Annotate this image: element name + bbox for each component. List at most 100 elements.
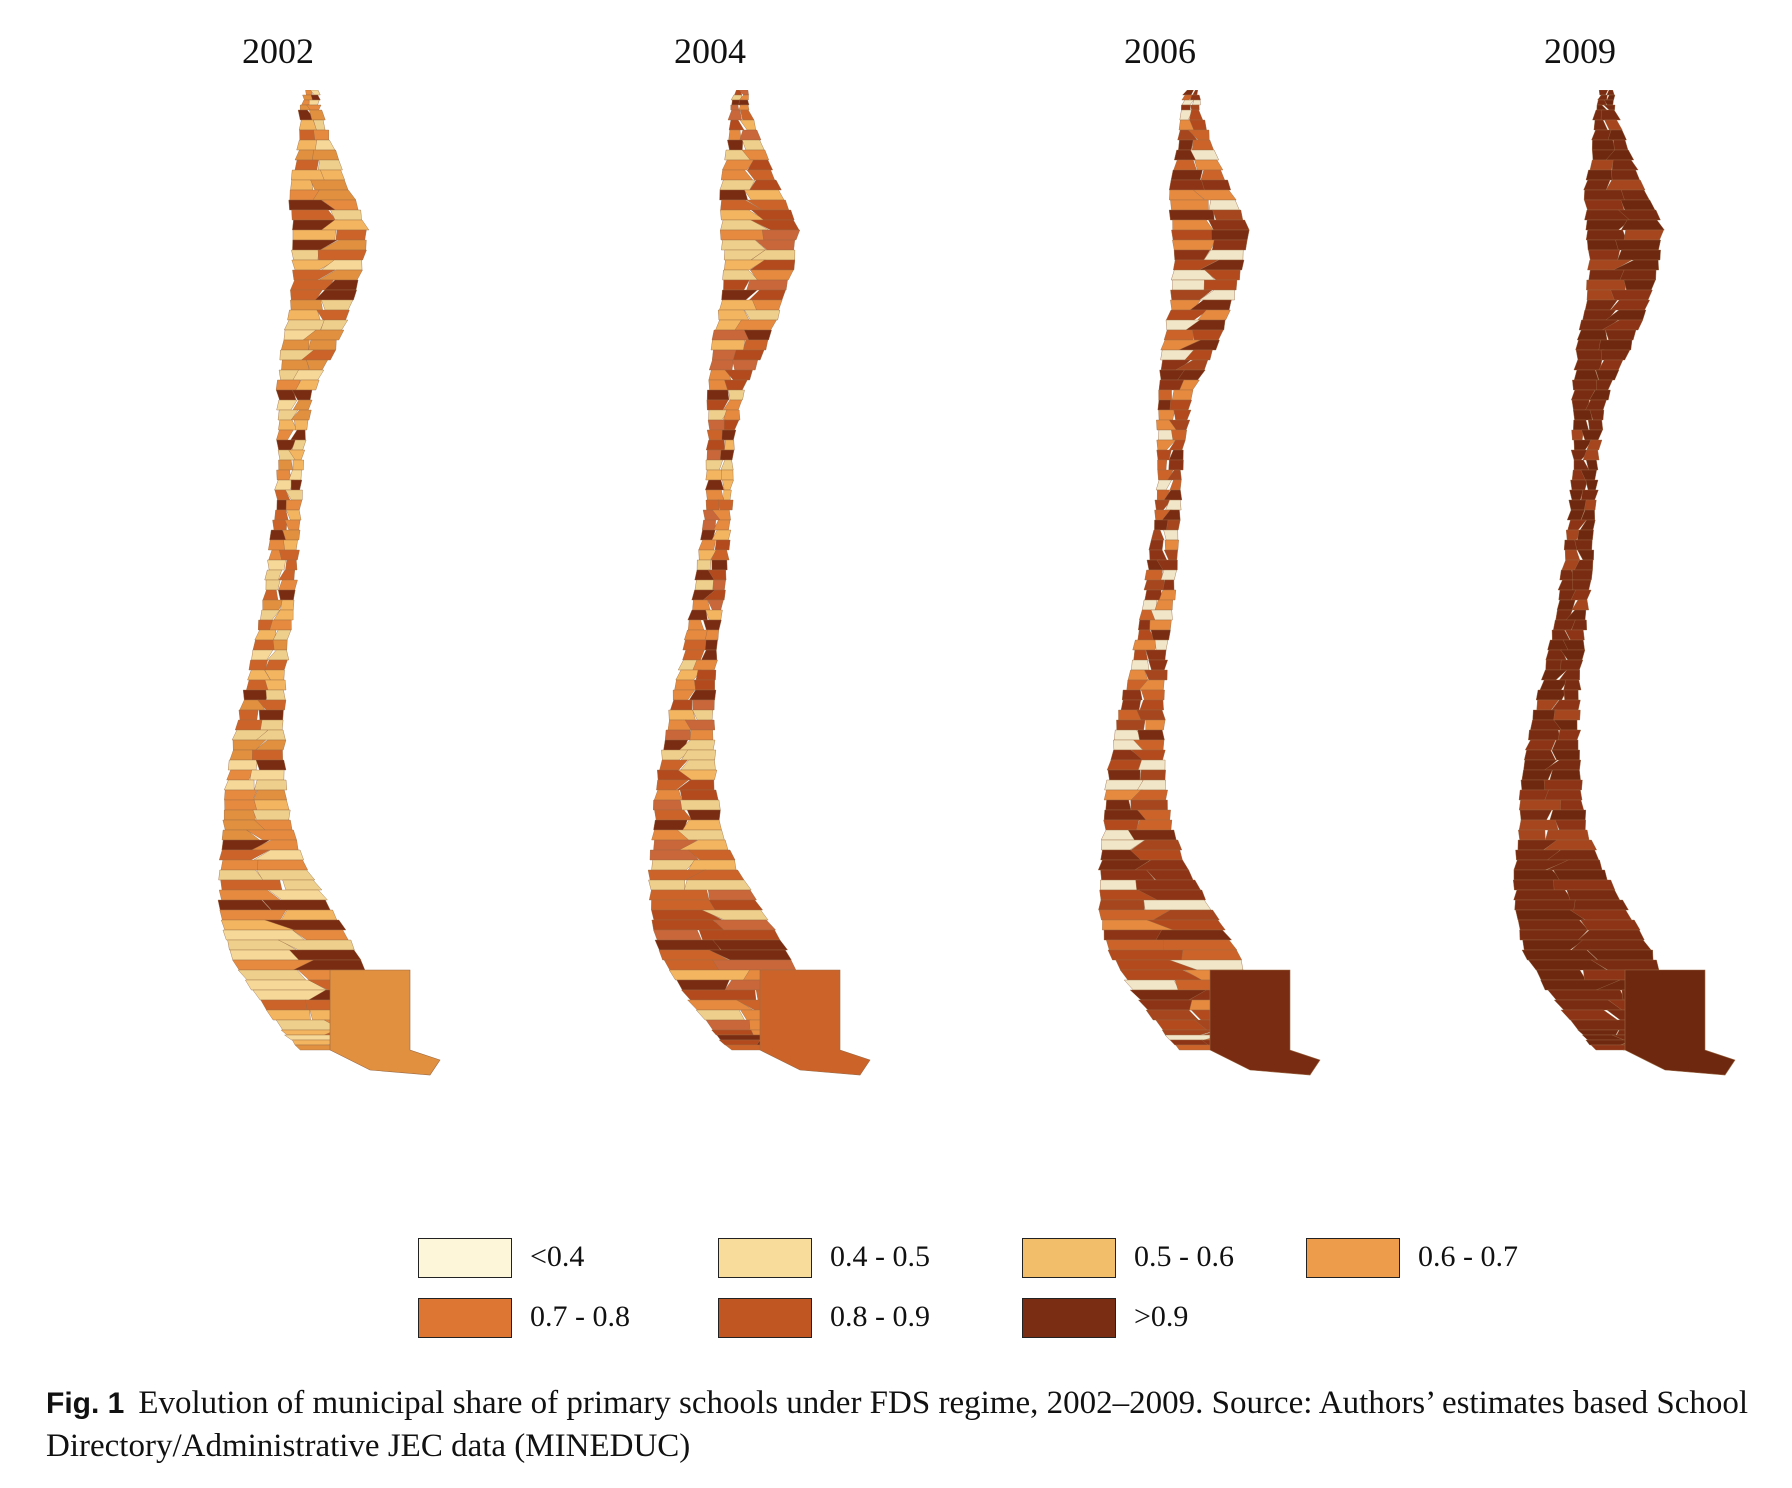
municipality-region bbox=[1199, 259, 1245, 271]
municipality-region bbox=[1172, 239, 1216, 251]
municipality-region bbox=[1136, 709, 1166, 721]
municipality-region bbox=[1543, 779, 1583, 791]
municipality-region bbox=[1595, 369, 1620, 381]
municipality-region bbox=[1553, 709, 1581, 721]
municipality-region bbox=[269, 619, 292, 631]
municipality-region bbox=[711, 559, 728, 571]
municipality-region bbox=[1130, 799, 1168, 811]
municipality-region bbox=[702, 589, 726, 601]
municipality-region bbox=[1171, 229, 1213, 241]
municipality-region bbox=[282, 879, 323, 891]
municipality-region bbox=[750, 209, 795, 221]
municipality-region bbox=[1154, 639, 1169, 651]
municipality-region bbox=[1149, 619, 1172, 631]
municipality-region bbox=[1580, 919, 1641, 931]
municipality-region bbox=[299, 129, 315, 141]
municipality-region bbox=[1535, 689, 1568, 701]
municipality-region bbox=[1583, 499, 1597, 511]
municipality-region bbox=[694, 579, 715, 591]
municipality-region bbox=[283, 539, 298, 551]
municipality-region bbox=[1150, 629, 1171, 641]
municipality-region bbox=[276, 429, 294, 441]
map-2004 bbox=[540, 90, 940, 1230]
map-2006 bbox=[990, 90, 1390, 1230]
municipality-region bbox=[738, 94, 749, 101]
municipality-region bbox=[704, 639, 718, 651]
municipality-region bbox=[1573, 359, 1603, 371]
municipality-region bbox=[1107, 769, 1141, 781]
municipality-region bbox=[1120, 699, 1142, 711]
municipality-region bbox=[1558, 669, 1580, 681]
municipality-region bbox=[1144, 669, 1168, 681]
municipality-region bbox=[1589, 409, 1605, 421]
municipality-region bbox=[681, 989, 757, 1001]
municipality-region bbox=[265, 579, 281, 591]
municipality-region bbox=[280, 599, 295, 611]
municipality-region bbox=[280, 339, 310, 351]
municipality-region bbox=[1524, 749, 1556, 761]
municipality-region bbox=[312, 189, 357, 201]
municipality-region bbox=[752, 299, 783, 311]
municipality-region bbox=[1172, 279, 1206, 291]
municipality-region bbox=[1136, 819, 1173, 831]
municipality-region bbox=[283, 319, 326, 331]
municipality-region bbox=[1156, 449, 1172, 461]
municipality-region bbox=[264, 569, 283, 581]
municipality-region bbox=[740, 109, 755, 121]
municipality-region bbox=[1586, 439, 1603, 451]
municipality-region bbox=[718, 1039, 761, 1046]
municipality-region bbox=[1577, 1029, 1619, 1036]
municipality-region bbox=[1573, 409, 1593, 421]
municipality-region bbox=[1589, 159, 1615, 171]
municipality-region bbox=[1605, 179, 1646, 191]
municipality-region bbox=[651, 899, 717, 911]
municipality-region bbox=[749, 269, 794, 281]
municipality-region bbox=[686, 809, 721, 821]
municipality-region bbox=[649, 889, 710, 901]
map-2002 bbox=[110, 90, 510, 1230]
legend-label: 0.6 - 0.7 bbox=[1418, 1240, 1518, 1273]
municipality-region bbox=[1208, 219, 1250, 231]
caption-label: Fig. 1 bbox=[46, 1387, 125, 1420]
municipality-region bbox=[1552, 869, 1608, 881]
municipality-region bbox=[1198, 289, 1235, 301]
municipality-region bbox=[705, 499, 720, 511]
municipality-region bbox=[264, 679, 287, 691]
municipality-region bbox=[1613, 139, 1629, 151]
municipality-region bbox=[1554, 819, 1586, 831]
municipality-region bbox=[743, 189, 785, 201]
municipality-region bbox=[272, 519, 288, 531]
municipality-region bbox=[1605, 329, 1637, 341]
municipality-region bbox=[1127, 829, 1177, 841]
municipality-region bbox=[705, 479, 725, 491]
municipality-region bbox=[711, 1029, 754, 1036]
municipality-region bbox=[1099, 879, 1139, 891]
municipality-region bbox=[1588, 249, 1621, 261]
municipality-region bbox=[1545, 829, 1590, 841]
municipality-region bbox=[1620, 189, 1650, 201]
municipality-region bbox=[1518, 819, 1559, 831]
municipality-region bbox=[1162, 579, 1175, 591]
municipality-region bbox=[692, 659, 718, 671]
region-group bbox=[217, 90, 441, 1076]
municipality-region bbox=[282, 529, 301, 541]
municipality-region bbox=[1169, 179, 1207, 191]
municipality-region bbox=[712, 579, 726, 591]
municipality-region bbox=[1098, 899, 1145, 911]
municipality-region bbox=[1553, 879, 1616, 891]
municipality-region bbox=[1137, 729, 1165, 741]
municipality-region bbox=[1585, 229, 1627, 241]
municipality-region bbox=[249, 769, 285, 781]
municipality-region bbox=[692, 599, 711, 611]
municipality-region bbox=[313, 129, 329, 141]
municipality-region bbox=[1617, 249, 1661, 261]
municipality-region bbox=[723, 419, 740, 431]
legend-swatch bbox=[1022, 1298, 1116, 1338]
municipality-region bbox=[1204, 269, 1241, 281]
municipality-region bbox=[761, 229, 801, 241]
municipality-region bbox=[255, 759, 287, 771]
municipality-region bbox=[229, 949, 300, 961]
municipality-region bbox=[248, 659, 268, 671]
legend-swatch bbox=[718, 1238, 812, 1278]
municipality-region bbox=[1582, 449, 1600, 461]
